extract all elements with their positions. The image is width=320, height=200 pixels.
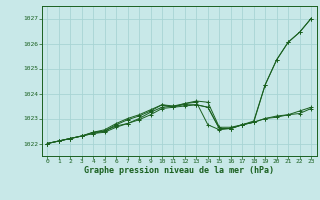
X-axis label: Graphe pression niveau de la mer (hPa): Graphe pression niveau de la mer (hPa) [84, 166, 274, 175]
